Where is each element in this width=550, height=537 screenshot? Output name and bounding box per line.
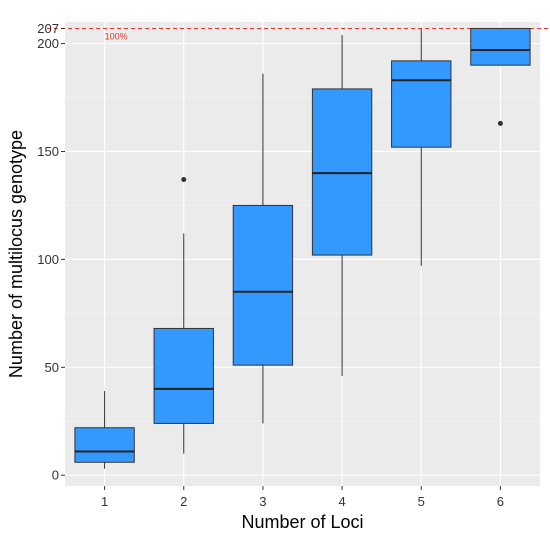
x-tick-label: 1 xyxy=(101,494,108,509)
box-6 xyxy=(470,27,531,126)
box-1 xyxy=(74,391,135,469)
reference-line-group: 100% xyxy=(47,27,550,41)
y-tick-label: 200 xyxy=(37,36,59,51)
x-tick-label: 5 xyxy=(418,494,425,509)
x-tick-label: 2 xyxy=(180,494,187,509)
x-tick-label: 4 xyxy=(338,494,345,509)
box-3 xyxy=(232,73,294,424)
box-5 xyxy=(391,28,452,266)
plot-panel xyxy=(65,22,540,486)
reference-line-label: 100% xyxy=(105,31,128,41)
box-2 xyxy=(153,177,214,454)
box-iqr xyxy=(391,60,452,148)
y-tick-label: 100 xyxy=(37,252,59,267)
x-tick-label: 3 xyxy=(259,494,266,509)
boxes xyxy=(74,27,531,469)
y-tick-label: 207 xyxy=(37,21,59,36)
box-iqr xyxy=(74,427,135,463)
y-tick-label: 150 xyxy=(37,144,59,159)
box-iqr xyxy=(470,27,531,66)
y-tick-label: 50 xyxy=(45,360,59,375)
box-4 xyxy=(311,34,373,376)
outlier-point xyxy=(497,120,503,126)
y-tick-label: 0 xyxy=(52,468,59,483)
box-iqr xyxy=(311,88,373,256)
x-axis-title: Number of Loci xyxy=(241,512,363,532)
box-iqr xyxy=(232,204,294,366)
box-iqr xyxy=(153,327,214,424)
y-axis-title: Number of multilocus genotype xyxy=(6,130,26,378)
x-tick-label: 6 xyxy=(497,494,504,509)
outlier-point xyxy=(181,177,187,183)
